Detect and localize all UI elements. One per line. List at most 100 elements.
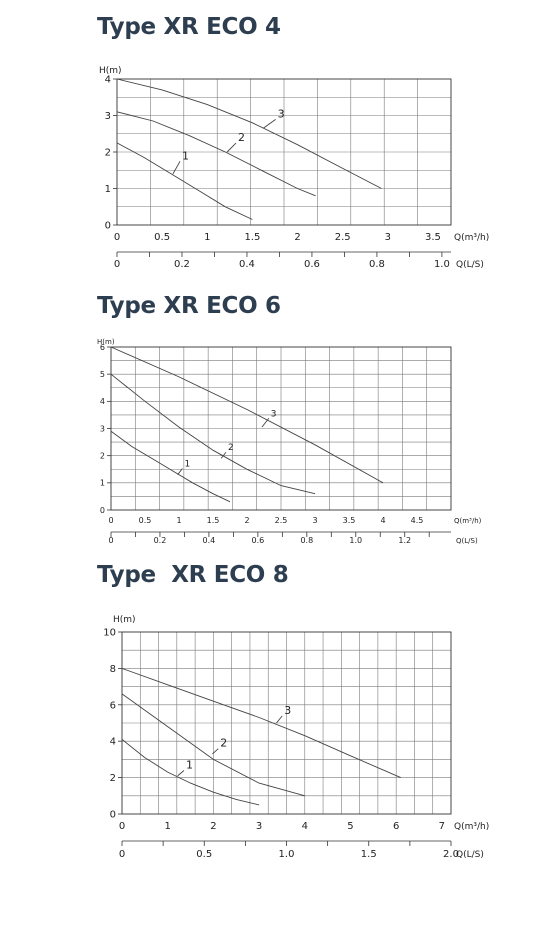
x-tick-label: 3 bbox=[385, 232, 391, 243]
curve-1 bbox=[121, 739, 260, 806]
y-tick-label: 5 bbox=[100, 370, 105, 379]
grid bbox=[111, 347, 451, 510]
curve-3 bbox=[116, 78, 382, 189]
x-tick-label: 0.5 bbox=[154, 232, 170, 243]
curve-label: 1 bbox=[186, 759, 193, 772]
y-axis-label: H(m) bbox=[99, 66, 122, 76]
x-tick-label: 2.5 bbox=[335, 232, 351, 243]
x-tick-label: 5 bbox=[347, 821, 353, 832]
curve-1 bbox=[110, 430, 231, 503]
x2-tick-label: 0.2 bbox=[174, 259, 190, 270]
x-tick-label: 1 bbox=[165, 821, 171, 832]
y-axis-label: H(m) bbox=[97, 338, 115, 346]
y-axis-label: H(m) bbox=[113, 615, 136, 625]
chart-eco6: 0 1 2 3 4 5 6H(m) 0 0.5 1 1.5 2 2.5 3 3.5 4 4.5 Q(m³/h) 0 0… bbox=[97, 338, 482, 545]
curve-label-leader bbox=[261, 418, 270, 428]
x-tick-label: 1.5 bbox=[207, 516, 220, 525]
x-tick-label: 3 bbox=[312, 516, 317, 525]
chart-eco4: 0 1 2 3 4H(m) 0 0.5 1 1.5 2 2.5 3 3.5 Q(m³/h) 0 0.2 0.4 0… bbox=[99, 66, 489, 270]
y-tick-label: 6 bbox=[100, 343, 105, 352]
x-tick-label: 3 bbox=[256, 821, 262, 832]
y-tick-label: 2 bbox=[110, 773, 116, 784]
x2-tick-label: 0.4 bbox=[203, 536, 216, 545]
curve-label-leader bbox=[262, 118, 276, 129]
x-tick-label: 1 bbox=[176, 516, 181, 525]
x2-tick-label: 0.6 bbox=[252, 536, 265, 545]
curve-label: 2 bbox=[228, 443, 234, 453]
curve-label: 2 bbox=[220, 737, 227, 750]
curve-label: 3 bbox=[284, 704, 291, 717]
x-tick-label: 1.5 bbox=[244, 232, 260, 243]
x-tick-label: 1 bbox=[204, 232, 210, 243]
grid bbox=[122, 632, 451, 814]
x2-axis-label: Q(L/S) bbox=[456, 850, 484, 860]
chart-title-eco4: Type XR ECO 4 bbox=[97, 14, 281, 40]
curve-3 bbox=[110, 346, 384, 484]
x-axis-label: Q(m³/h) bbox=[454, 822, 489, 832]
curve-label-leader bbox=[212, 748, 219, 755]
x2-tick-label: 1.5 bbox=[361, 849, 377, 860]
x-tick-label: 3.5 bbox=[425, 232, 441, 243]
curve-2 bbox=[116, 111, 316, 197]
y-tick-label: 6 bbox=[110, 700, 116, 711]
curve-label: 1 bbox=[182, 149, 189, 162]
y-tick-label: 0 bbox=[110, 810, 116, 821]
curve-1 bbox=[116, 142, 253, 220]
x2-tick-label: 0 bbox=[119, 849, 125, 860]
x-tick-label: 0 bbox=[114, 232, 120, 243]
x-tick-label: 2.5 bbox=[275, 516, 288, 525]
chart-title-eco6: Type XR ECO 6 bbox=[97, 293, 281, 319]
x2-tick-label: 1.0 bbox=[279, 849, 295, 860]
plot-frame bbox=[121, 631, 452, 815]
y-tick-label: 0 bbox=[100, 506, 105, 515]
curve-label: 2 bbox=[238, 131, 245, 144]
x-axis-label: Q(m³/h) bbox=[454, 233, 489, 243]
curve-label-leader bbox=[276, 715, 283, 724]
curve-label: 3 bbox=[271, 409, 277, 419]
x2-tick-label: 0.8 bbox=[300, 536, 313, 545]
y-tick-label: 4 bbox=[100, 397, 105, 406]
x2-tick-label: 0 bbox=[114, 259, 120, 270]
curve-2 bbox=[121, 693, 305, 797]
x2-tick-label: 1.0 bbox=[349, 536, 362, 545]
x2-axis-label: Q(L/S) bbox=[456, 537, 478, 545]
curve-label: 1 bbox=[184, 460, 190, 470]
x-tick-label: 2 bbox=[244, 516, 249, 525]
x-tick-label: 0 bbox=[119, 821, 125, 832]
x2-tick-label: 0.4 bbox=[239, 259, 255, 270]
x-tick-label: 4 bbox=[302, 821, 308, 832]
y-tick-label: 2 bbox=[100, 451, 105, 460]
curve-label-leader bbox=[177, 468, 183, 475]
x-tick-label: 7 bbox=[439, 821, 445, 832]
curve-2 bbox=[110, 373, 316, 495]
x-tick-label: 4 bbox=[380, 516, 385, 525]
x2-tick-label: 0 bbox=[108, 536, 113, 545]
x2-tick-label: 0.5 bbox=[196, 849, 212, 860]
x-tick-label: 4.5 bbox=[411, 516, 424, 525]
x2-tick-label: 0.2 bbox=[154, 536, 167, 545]
y-tick-label: 0 bbox=[105, 221, 111, 232]
chart-title-eco8: Type XR ECO 8 bbox=[97, 562, 289, 588]
y-tick-label: 4 bbox=[105, 75, 111, 86]
curve-label-leader bbox=[220, 451, 227, 459]
x-tick-label: 3.5 bbox=[343, 516, 356, 525]
curve-label-leader bbox=[172, 161, 181, 175]
y-tick-label: 3 bbox=[100, 424, 105, 433]
y-tick-label: 4 bbox=[110, 737, 116, 748]
x-tick-label: 2 bbox=[210, 821, 216, 832]
x-tick-label: 0 bbox=[108, 516, 113, 525]
x-tick-label: 2 bbox=[294, 232, 300, 243]
x2-tick-label: 2.0 bbox=[443, 849, 459, 860]
x-tick-label: 0.5 bbox=[139, 516, 152, 525]
y-tick-label: 8 bbox=[110, 664, 116, 675]
x-tick-label: 6 bbox=[393, 821, 399, 832]
x2-tick-label: 0.8 bbox=[369, 259, 385, 270]
chart-eco8: 0 2 4 6 8 10 H(m) 0 1 2 3 4 5 6 7 Q(m³/h) 0 0.5 1.0 1.5 2.0Q… bbox=[103, 615, 489, 860]
y-tick-label: 3 bbox=[105, 111, 111, 122]
y-tick-label: 10 bbox=[103, 628, 116, 639]
grid bbox=[117, 79, 451, 225]
y-tick-label: 1 bbox=[105, 184, 111, 195]
curve-label-leader bbox=[177, 770, 185, 777]
x2-tick-label: 0.6 bbox=[304, 259, 320, 270]
y-tick-label: 2 bbox=[105, 148, 111, 159]
